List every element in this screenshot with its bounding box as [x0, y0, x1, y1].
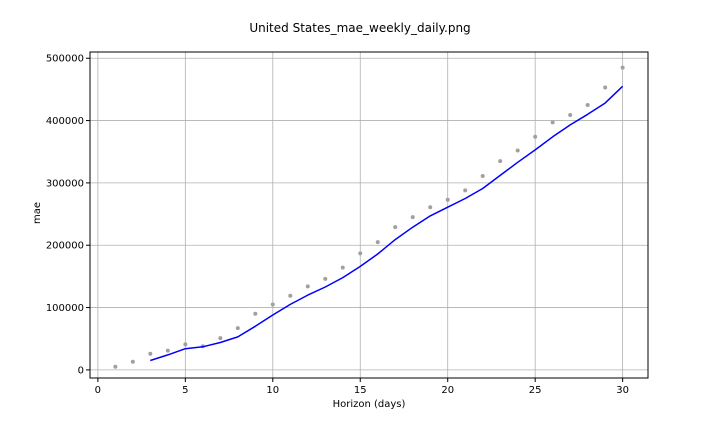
scatter-point — [393, 225, 398, 230]
series-line — [150, 85, 624, 362]
scatter-point — [428, 205, 433, 210]
y-tick-label: 200000 — [46, 241, 84, 252]
scatter-point — [585, 102, 590, 107]
scatter-point — [603, 85, 608, 90]
x-tick-label: 10 — [266, 385, 279, 396]
y-tick-label: 0 — [78, 365, 84, 376]
y-tick-label: 500000 — [46, 54, 84, 65]
scatter-point — [218, 336, 223, 341]
scatter-point — [515, 148, 520, 153]
scatter-point — [253, 311, 258, 316]
scatter-point — [183, 342, 188, 347]
x-axis-label: Horizon (days) — [333, 399, 406, 410]
scatter-point — [568, 112, 573, 117]
scatter-point — [480, 174, 485, 179]
scatter-point — [323, 276, 328, 281]
axis-ticks: 0 5 10 15 20 25 30 0 100000 200000 300000 400000 500… — [46, 54, 629, 396]
scatter-point — [533, 134, 538, 139]
x-tick-label: 5 — [182, 385, 188, 396]
x-tick-label: 0 — [95, 385, 101, 396]
scatter-point — [410, 215, 415, 220]
scatter-point — [270, 302, 275, 307]
scatter-point — [340, 265, 345, 270]
grid — [90, 52, 648, 378]
scatter-point — [620, 65, 625, 70]
y-tick-label: 400000 — [46, 116, 84, 127]
scatter-point — [165, 348, 170, 353]
y-tick-label: 300000 — [46, 178, 84, 189]
scatter-point — [288, 293, 293, 298]
plot-frame — [89, 51, 649, 379]
data-marks — [113, 65, 625, 369]
scatter-point — [358, 251, 363, 256]
scatter-point — [463, 188, 468, 193]
scatter-point — [375, 240, 380, 245]
scatter-point — [498, 159, 503, 164]
x-tick-label: 25 — [529, 385, 542, 396]
y-axis-label: mae — [32, 202, 43, 224]
scatter-point — [130, 359, 135, 364]
scatter-point — [550, 120, 555, 125]
y-tick-label: 100000 — [46, 303, 84, 314]
scatter-point — [235, 326, 240, 331]
x-tick-label: 30 — [616, 385, 629, 396]
x-tick-label: 15 — [354, 385, 367, 396]
scatter-point — [148, 351, 153, 356]
chart-title: United States_mae_weekly_daily.png — [249, 21, 470, 35]
scatter-point — [305, 284, 310, 289]
scatter-point — [113, 364, 118, 369]
x-tick-label: 20 — [441, 385, 454, 396]
scatter-point — [445, 197, 450, 202]
